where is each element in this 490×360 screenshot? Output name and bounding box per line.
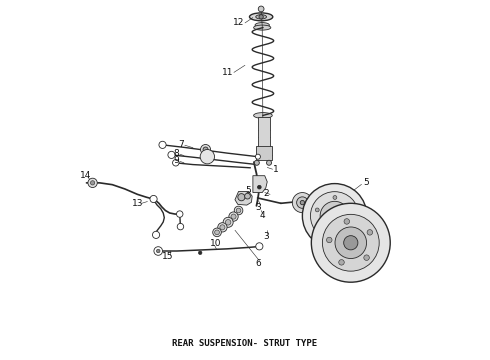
Text: REAR SUSPENSION- STRUT TYPE: REAR SUSPENSION- STRUT TYPE — [172, 339, 318, 348]
Circle shape — [159, 141, 166, 148]
Circle shape — [326, 237, 332, 243]
Bar — [256, 146, 272, 160]
Circle shape — [367, 230, 372, 235]
Circle shape — [215, 230, 220, 235]
Circle shape — [238, 194, 245, 201]
Circle shape — [213, 228, 221, 237]
Circle shape — [236, 208, 241, 213]
Circle shape — [254, 160, 259, 165]
Circle shape — [364, 255, 369, 260]
Circle shape — [231, 214, 236, 219]
Circle shape — [300, 201, 304, 205]
Circle shape — [296, 197, 308, 208]
Text: 3: 3 — [263, 232, 269, 241]
Text: 6: 6 — [255, 259, 261, 268]
Circle shape — [91, 181, 95, 185]
Circle shape — [311, 192, 359, 240]
Circle shape — [258, 6, 264, 12]
Circle shape — [333, 195, 337, 199]
Text: 9: 9 — [173, 157, 179, 166]
Ellipse shape — [255, 23, 270, 28]
Circle shape — [259, 15, 263, 19]
Circle shape — [88, 178, 97, 188]
Ellipse shape — [249, 13, 273, 21]
Circle shape — [350, 208, 354, 212]
Text: 14: 14 — [80, 171, 91, 180]
Ellipse shape — [254, 25, 271, 30]
Circle shape — [320, 201, 349, 230]
Text: 12: 12 — [233, 18, 244, 27]
Circle shape — [293, 193, 313, 213]
Text: 10: 10 — [210, 239, 221, 248]
Circle shape — [154, 247, 163, 255]
Circle shape — [177, 224, 184, 230]
Circle shape — [343, 229, 347, 233]
Circle shape — [245, 193, 250, 199]
Circle shape — [203, 147, 208, 152]
Circle shape — [229, 212, 238, 221]
Circle shape — [218, 223, 227, 232]
Circle shape — [176, 211, 183, 217]
Text: 1: 1 — [272, 165, 278, 174]
Text: 8: 8 — [173, 149, 179, 158]
Circle shape — [322, 229, 325, 233]
Polygon shape — [235, 192, 252, 205]
Text: 5: 5 — [364, 178, 369, 187]
Circle shape — [344, 219, 349, 224]
Circle shape — [156, 249, 160, 253]
Text: 7: 7 — [178, 140, 184, 149]
Text: 3: 3 — [256, 203, 262, 212]
Circle shape — [225, 220, 231, 225]
Circle shape — [200, 149, 215, 164]
Circle shape — [223, 217, 233, 227]
Circle shape — [335, 227, 367, 258]
Circle shape — [302, 184, 367, 248]
Circle shape — [168, 151, 175, 158]
Circle shape — [234, 206, 243, 215]
Text: 2: 2 — [264, 189, 270, 198]
Text: 4: 4 — [259, 211, 265, 220]
Ellipse shape — [254, 113, 272, 118]
Text: 11: 11 — [222, 68, 234, 77]
Circle shape — [315, 208, 319, 212]
Circle shape — [200, 144, 211, 154]
Text: 13: 13 — [132, 199, 143, 208]
Circle shape — [152, 231, 160, 238]
Text: 15: 15 — [162, 252, 173, 261]
Circle shape — [339, 260, 344, 265]
Circle shape — [220, 225, 225, 230]
Circle shape — [343, 236, 358, 250]
Bar — [258, 117, 270, 148]
Circle shape — [256, 243, 263, 250]
Circle shape — [172, 159, 179, 166]
Circle shape — [311, 203, 390, 282]
Circle shape — [150, 195, 157, 203]
Circle shape — [328, 210, 341, 222]
Circle shape — [322, 214, 379, 271]
Circle shape — [198, 251, 202, 255]
Text: 5: 5 — [245, 186, 251, 195]
Circle shape — [258, 185, 261, 189]
Circle shape — [255, 154, 260, 159]
Circle shape — [267, 160, 271, 165]
Ellipse shape — [256, 15, 267, 19]
Polygon shape — [253, 176, 267, 193]
